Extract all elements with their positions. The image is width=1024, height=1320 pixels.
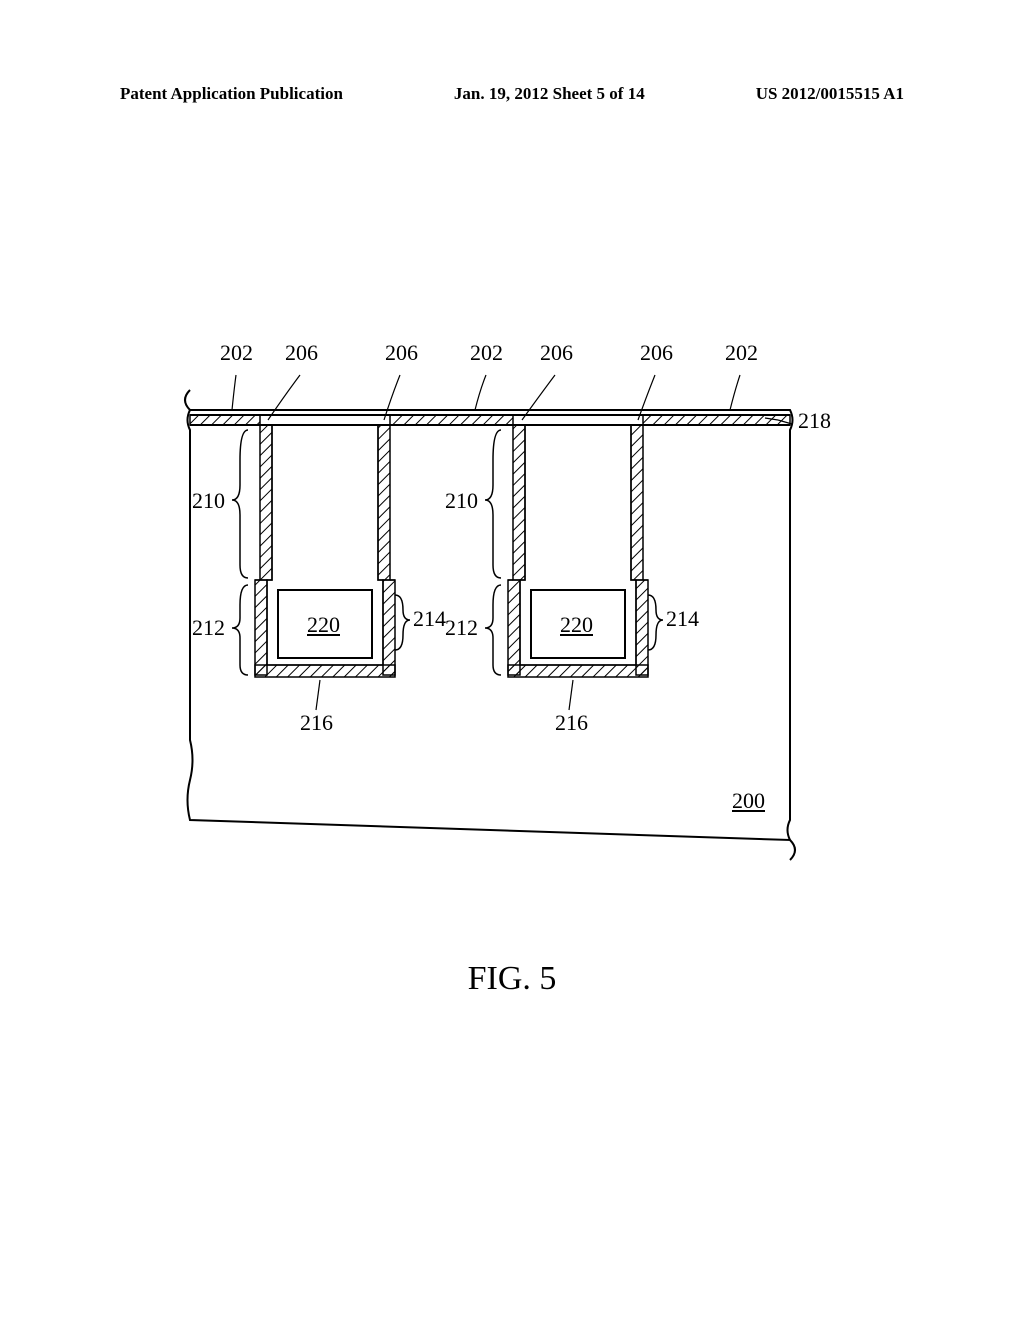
ref-206-a: 206 xyxy=(285,340,318,366)
ref-210-a: 210 xyxy=(192,488,225,514)
ref-212-b: 212 xyxy=(445,615,478,641)
ref-202-a: 202 xyxy=(220,340,253,366)
figure-caption: FIG. 5 xyxy=(0,960,1024,998)
ref-210-b: 210 xyxy=(445,488,478,514)
ref-206-c: 206 xyxy=(540,340,573,366)
ref-200-substrate: 200 xyxy=(732,788,765,814)
ref-202-b: 202 xyxy=(470,340,503,366)
ref-220-b: 220 xyxy=(560,612,593,638)
ref-216-b: 216 xyxy=(555,710,588,736)
ref-206-b: 206 xyxy=(385,340,418,366)
ref-220-a: 220 xyxy=(307,612,340,638)
ref-218: 218 xyxy=(798,408,831,434)
page-header: Patent Application Publication Jan. 19, … xyxy=(0,84,1024,104)
ref-206-d: 206 xyxy=(640,340,673,366)
ref-202-c: 202 xyxy=(725,340,758,366)
header-left: Patent Application Publication xyxy=(120,84,343,104)
ref-212-a: 212 xyxy=(192,615,225,641)
figure-5: 202 206 206 202 206 206 202 210 212 210 … xyxy=(160,340,860,900)
ref-214-b: 214 xyxy=(666,606,699,632)
header-right: US 2012/0015515 A1 xyxy=(756,84,904,104)
ref-216-a: 216 xyxy=(300,710,333,736)
ref-214-a: 214 xyxy=(413,606,446,632)
cross-section-diagram xyxy=(160,340,860,900)
header-center: Jan. 19, 2012 Sheet 5 of 14 xyxy=(454,84,645,104)
